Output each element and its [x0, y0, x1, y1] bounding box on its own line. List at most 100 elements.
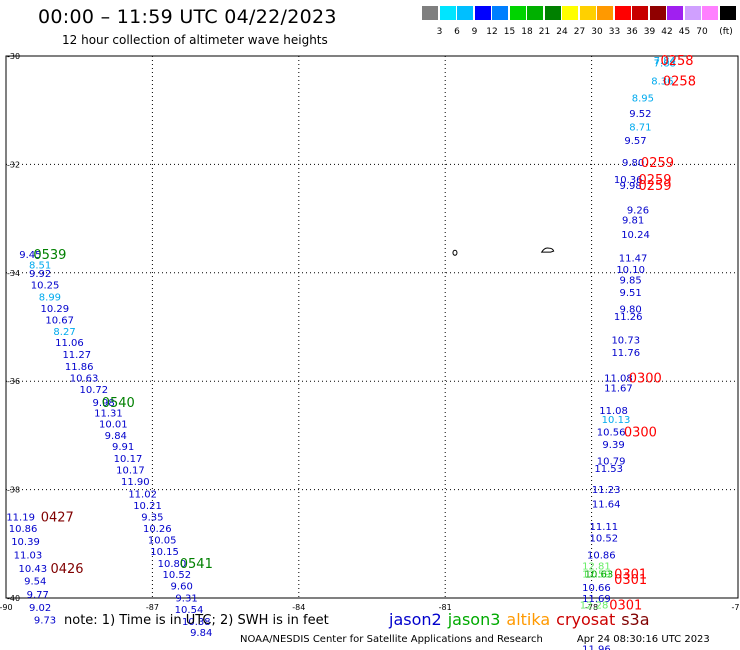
- swh-value: 12.59: [582, 570, 611, 581]
- time-label: 0259: [641, 156, 674, 171]
- legend-swatch: [667, 6, 683, 20]
- legend-label: 70: [696, 27, 708, 37]
- legend-label: 9: [471, 27, 478, 37]
- legend-label: 27: [573, 27, 586, 37]
- legend-swatch: [544, 6, 561, 20]
- swh-value: 9.77: [27, 590, 49, 601]
- legend-label: 24: [556, 27, 568, 37]
- satellite-name: cryosat: [556, 610, 616, 629]
- x-tick-label: -78: [585, 603, 598, 612]
- swh-value: 11.47: [619, 254, 648, 265]
- legend-label: 18: [521, 27, 533, 37]
- swh-value: 11.67: [604, 384, 633, 395]
- swh-value: 10.43: [19, 564, 48, 575]
- swh-value: 10.54: [175, 605, 204, 616]
- credit-text: NOAA/NESDIS Center for Satellite Applica…: [240, 634, 543, 645]
- time-label: 0300: [624, 426, 657, 441]
- legend-swatch: [649, 6, 666, 20]
- swh-value: 10.01: [99, 419, 128, 430]
- legend-label: 42: [661, 27, 673, 37]
- swh-value: 9.57: [624, 136, 646, 147]
- legend-swatch: [474, 6, 491, 20]
- swh-value: 8.95: [632, 94, 654, 105]
- generated-timestamp: Apr 24 08:30:16 UTC 2023: [576, 634, 710, 645]
- legend-swatch: [684, 6, 701, 20]
- legend-label: 6: [454, 27, 460, 37]
- swh-value: 10.36: [614, 175, 643, 186]
- swh-value: 10.67: [45, 315, 74, 326]
- swh-value: 9.91: [112, 442, 134, 453]
- island-outline: [540, 247, 555, 253]
- swh-value: 11.53: [594, 464, 623, 475]
- swh-value: 10.63: [585, 570, 614, 581]
- swh-value: 8.36: [651, 76, 673, 87]
- swh-value: 9.39: [602, 440, 624, 451]
- swh-value: 10.38: [182, 617, 211, 628]
- y-tick-label: -34: [7, 269, 20, 278]
- swh-value: 9.31: [175, 593, 197, 604]
- time-label: 0427: [41, 511, 74, 526]
- swh-value: 9.35: [141, 513, 163, 524]
- swh-value: 9.92: [29, 269, 51, 280]
- swh-value: 11.19: [6, 513, 35, 524]
- swh-value: 9.80: [620, 305, 642, 316]
- swh-value: 10.10: [616, 265, 645, 276]
- swh-value: 12.28: [580, 601, 609, 612]
- time-label: 0300: [629, 371, 662, 386]
- swh-value: 11.23: [592, 485, 621, 496]
- swh-value: 8.71: [629, 122, 651, 133]
- swh-value: 11.08: [599, 406, 628, 417]
- swh-value: 10.17: [116, 466, 145, 477]
- swh-value: 11.76: [611, 348, 640, 359]
- legend-label: 45: [678, 27, 691, 37]
- swh-value: 11.64: [592, 500, 621, 511]
- swh-value: 10.39: [11, 537, 40, 548]
- legend-swatch: [614, 6, 631, 20]
- legend-swatch: [439, 6, 456, 20]
- satellite-name: jason3: [447, 610, 501, 629]
- plot-frame: [5, 55, 739, 599]
- swh-value: 11.06: [55, 338, 84, 349]
- legend-swatch: [527, 6, 543, 20]
- swh-value: 10.86: [587, 551, 616, 562]
- legend-swatch: [719, 6, 736, 20]
- chart-title: 00:00 – 11:59 UTC 04/22/2023: [38, 6, 337, 28]
- legend-swatch: [702, 6, 718, 20]
- swh-value: 9.60: [171, 582, 193, 593]
- x-tick-label: -90: [0, 603, 13, 612]
- swh-value: 10.52: [162, 570, 191, 581]
- swh-value: 11.08: [604, 373, 633, 384]
- swh-value: 7.88: [654, 59, 676, 70]
- swh-value: 10.86: [9, 524, 38, 535]
- legend-swatch: [562, 6, 578, 20]
- swh-value: 11.26: [614, 312, 643, 323]
- swh-value: 10.29: [40, 304, 69, 315]
- swh-value: 10.05: [148, 535, 177, 546]
- chart-subtitle: 12 hour collection of altimeter wave hei…: [62, 33, 328, 47]
- swh-value: 9.26: [627, 205, 649, 216]
- swh-value: 11.27: [62, 350, 91, 361]
- swh-value: 10.63: [70, 373, 99, 384]
- swh-value: 10.17: [114, 454, 143, 465]
- legend-swatch: [492, 6, 508, 20]
- swh-value: 9.98: [92, 398, 114, 409]
- satellite-legend: jason2 jason3 altika cryosat s3a: [389, 610, 656, 629]
- time-label: 0301: [614, 568, 647, 583]
- legend-label: 3: [436, 27, 443, 37]
- swh-value: 9.84: [105, 431, 127, 442]
- legend-label: 30: [591, 27, 603, 37]
- credit-line: NOAA/NESDIS Center for Satellite Applica…: [240, 634, 740, 645]
- swh-value: 7.84: [654, 56, 676, 67]
- swh-value: 10.66: [582, 583, 611, 594]
- satellite-name: altika: [506, 610, 551, 629]
- swh-value: 12.81: [582, 561, 611, 572]
- swh-value: 11.02: [128, 489, 157, 500]
- swh-value: 10.25: [31, 281, 60, 292]
- legend-label: 12: [486, 27, 498, 37]
- y-tick-label: -36: [7, 377, 20, 386]
- y-tick-label: -40: [7, 594, 20, 603]
- swh-value: 11.11: [589, 522, 618, 533]
- swh-value: 10.13: [602, 415, 631, 426]
- swh-value: 9.98: [620, 181, 642, 192]
